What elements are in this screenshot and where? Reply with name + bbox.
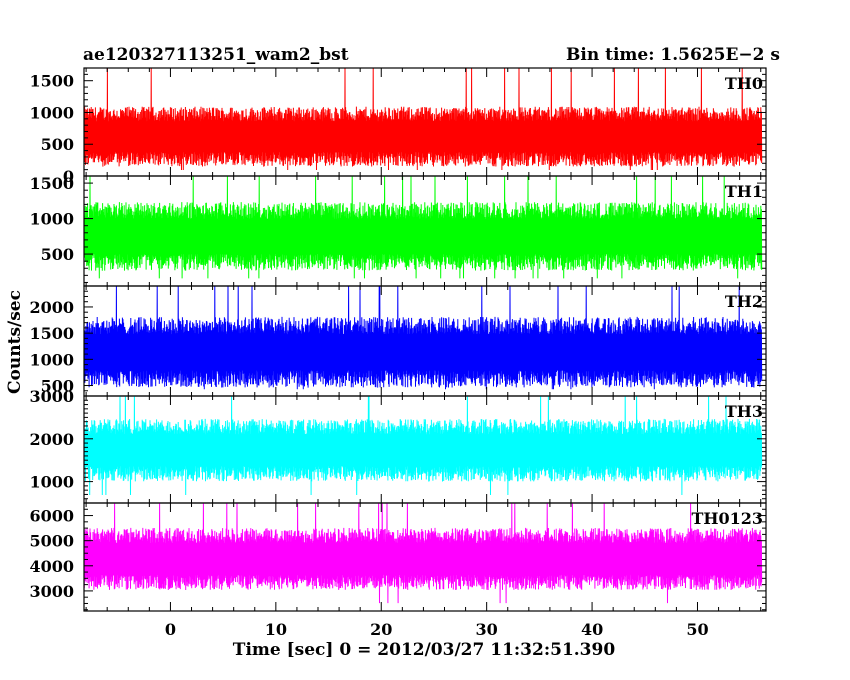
- series-th1: [84, 176, 763, 279]
- panel-label-th1: TH1: [725, 182, 763, 201]
- x-tick-label: 10: [265, 620, 287, 639]
- series-th0123: [84, 503, 763, 604]
- y-axis-label: Counts/sec: [5, 290, 25, 394]
- panel-frame-th0123: [83, 502, 767, 612]
- series-th3: [84, 396, 763, 496]
- y-tick-label: 3000: [29, 582, 74, 601]
- series-th2: [84, 286, 763, 390]
- y-tick-label: 3000: [29, 387, 74, 406]
- y-tick-label: 500: [41, 377, 74, 396]
- y-tick-label: 1000: [29, 210, 74, 229]
- panel-label-th2: TH2: [725, 292, 763, 311]
- y-tick-label: 6000: [29, 507, 74, 526]
- x-tick-label: 20: [370, 620, 392, 639]
- y-tick-label: 5000: [29, 532, 74, 551]
- bin-time-label: Bin time: 1.5625E−2 s: [566, 45, 780, 65]
- y-tick-label: 0: [63, 167, 74, 186]
- panel-label-th0: TH0: [725, 74, 763, 93]
- panel-label-th3: TH3: [725, 402, 763, 421]
- y-tick-label: 500: [41, 135, 74, 154]
- series-th0: [84, 68, 763, 171]
- y-tick-label: 2000: [29, 430, 74, 449]
- chart-title: ae120327113251_wam2_bst: [83, 45, 349, 65]
- y-tick-label: 1000: [29, 350, 74, 369]
- y-tick-label: 4000: [29, 557, 74, 576]
- y-tick-label: 1000: [29, 103, 74, 122]
- y-tick-label: 1000: [29, 473, 74, 492]
- y-tick-label: 1500: [29, 72, 74, 91]
- panel-label-th0123: TH0123: [691, 509, 763, 528]
- y-tick-label: 2000: [29, 298, 74, 317]
- x-tick-label: 0: [165, 620, 176, 639]
- x-tick-label: 30: [476, 620, 498, 639]
- y-tick-label: 1500: [29, 174, 74, 193]
- y-tick-label: 1500: [29, 324, 74, 343]
- x-axis-label: Time [sec] 0 = 2012/03/27 11:32:51.390: [233, 640, 616, 660]
- x-tick-label: 50: [686, 620, 708, 639]
- y-tick-label: 500: [41, 245, 74, 264]
- x-tick-label: 40: [581, 620, 603, 639]
